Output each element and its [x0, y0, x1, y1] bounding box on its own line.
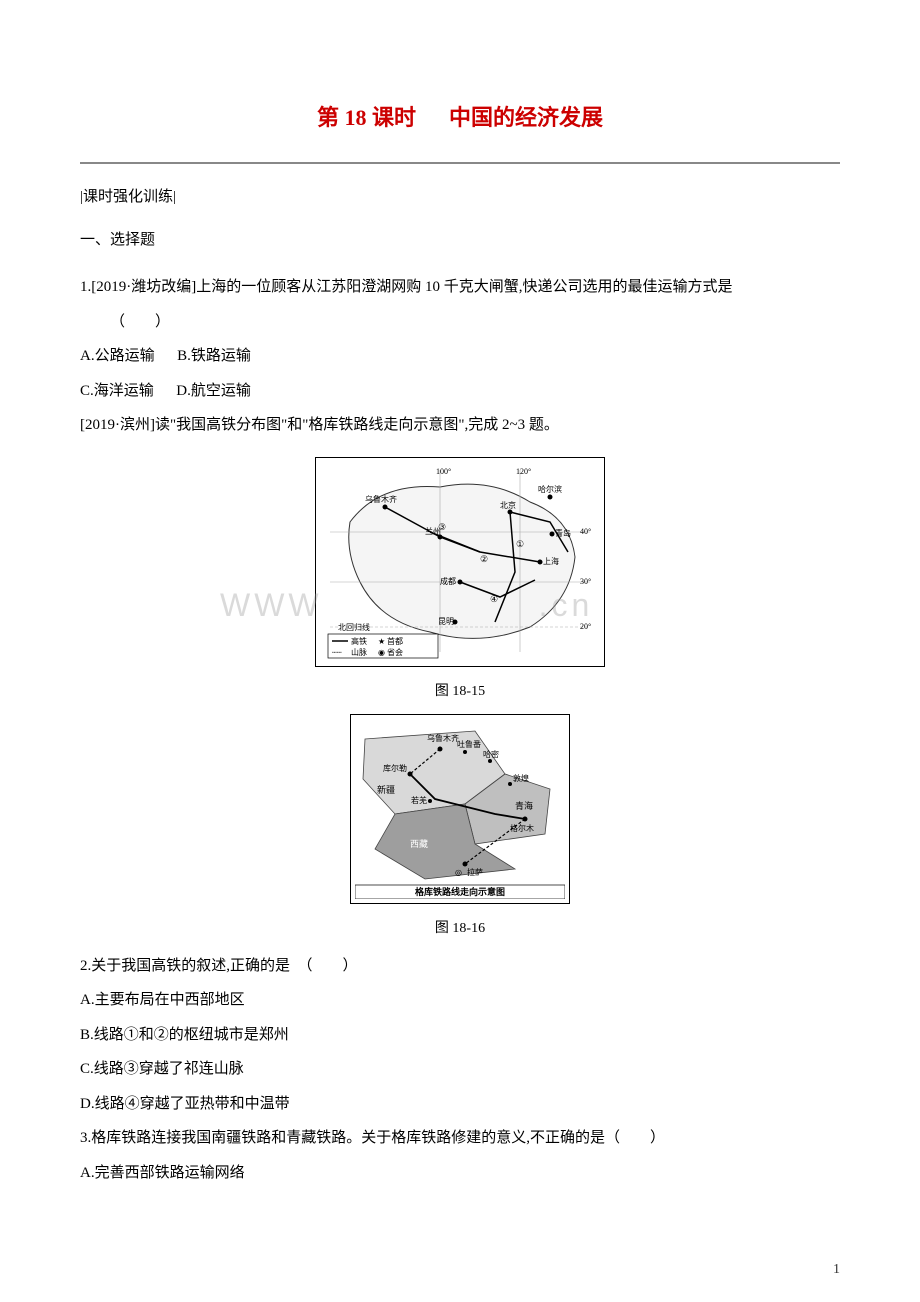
- fig1-label-4: 兰州: [425, 526, 441, 536]
- svg-text:①: ①: [516, 539, 524, 549]
- title-main: 中国的经济发展: [449, 105, 603, 130]
- q2-optC: C.线路③穿越了祁连山脉: [80, 1052, 840, 1087]
- fig1-label-2: 北京: [500, 500, 516, 510]
- q1-stem-text: 1.[2019·潍坊改编]上海的一位顾客从江苏阳澄湖网购 10 千克大闸蟹,快递…: [80, 279, 733, 295]
- q2-optB: B.线路①和②的枢纽城市是郑州: [80, 1018, 840, 1053]
- fig1-label-8: 北回归线: [338, 622, 370, 632]
- svg-text:首都: 首都: [387, 636, 403, 646]
- svg-text:乌鲁木齐: 乌鲁木齐: [427, 733, 459, 743]
- svg-text:◎: ◎: [455, 868, 462, 877]
- fig1-label-1: 哈尔滨: [538, 484, 562, 494]
- svg-text:④: ④: [490, 594, 498, 604]
- q3-optA: A.完善西部铁路运输网络: [80, 1156, 840, 1191]
- svg-text:西藏: 西藏: [410, 838, 428, 849]
- figure-2-box: 乌鲁木齐 吐鲁番 哈密 库尔勒 若羌 敦煌 格尔木 ◎ 拉萨 新疆 青海 西藏 …: [350, 714, 570, 904]
- svg-text:②: ②: [480, 554, 488, 564]
- q1-optB: B.铁路运输: [177, 348, 251, 364]
- svg-text:省会: 省会: [387, 647, 403, 657]
- q1-optC: C.海洋运输: [80, 383, 154, 399]
- q2-optD: D.线路④穿越了亚热带和中温带: [80, 1087, 840, 1122]
- svg-text:30°: 30°: [580, 577, 591, 586]
- q1-optD: D.航空运输: [176, 383, 251, 399]
- q23-intro: [2019·滨州]读"我国高铁分布图"和"格库铁路线走向示意图",完成 2~3 …: [80, 408, 840, 443]
- fig1-label-3: 青岛: [555, 528, 571, 538]
- q2-stem: 2.关于我国高铁的叙述,正确的是 （ ）: [80, 949, 840, 984]
- fig1-label-5: 成都: [440, 576, 456, 586]
- svg-text:山脉: 山脉: [351, 647, 367, 657]
- figure-1-caption: 图 18-15: [80, 680, 840, 700]
- figure-2-block: 乌鲁木齐 吐鲁番 哈密 库尔勒 若羌 敦煌 格尔木 ◎ 拉萨 新疆 青海 西藏 …: [80, 714, 840, 909]
- svg-text:吐鲁番: 吐鲁番: [457, 739, 481, 749]
- svg-text:100°: 100°: [436, 467, 451, 476]
- svg-text:敦煌: 敦煌: [513, 773, 529, 783]
- q3-stem: 3.格库铁路连接我国南疆铁路和青藏铁路。关于格库铁路修建的意义,不正确的是（ ）: [80, 1121, 840, 1156]
- svg-text:格尔木: 格尔木: [510, 823, 534, 833]
- figure-1-svg: ① ② ③ ④ 乌鲁木齐 哈尔滨 北京 青岛 兰州 成都 上海 昆明 北回归线 …: [320, 462, 600, 662]
- q1-optA: A.公路运输: [80, 348, 155, 364]
- q1-options-row1: A.公路运输 B.铁路运输: [80, 339, 840, 374]
- svg-text:青海: 青海: [515, 800, 533, 811]
- page-number: 1: [833, 1262, 840, 1278]
- svg-text:若羌: 若羌: [411, 795, 427, 805]
- svg-text:新疆: 新疆: [377, 784, 395, 795]
- fig1-label-7: 昆明: [438, 617, 454, 626]
- svg-text:20°: 20°: [580, 622, 591, 631]
- q1-options-row2: C.海洋运输 D.航空运输: [80, 374, 840, 409]
- svg-text:◉: ◉: [378, 648, 385, 657]
- svg-text:★: ★: [378, 637, 385, 646]
- divider: [80, 162, 840, 164]
- svg-text:哈密: 哈密: [483, 749, 499, 759]
- fig1-label-6: 上海: [543, 556, 559, 566]
- svg-text:120°: 120°: [516, 467, 531, 476]
- fig1-label-0: 乌鲁木齐: [365, 494, 397, 504]
- q1-stem: 1.[2019·潍坊改编]上海的一位顾客从江苏阳澄湖网购 10 千克大闸蟹,快递…: [80, 270, 840, 305]
- figure-2-svg: 乌鲁木齐 吐鲁番 哈密 库尔勒 若羌 敦煌 格尔木 ◎ 拉萨 新疆 青海 西藏 …: [355, 719, 565, 899]
- q2-optA: A.主要布局在中西部地区: [80, 983, 840, 1018]
- section-header-2: 一、选择题: [80, 227, 840, 254]
- svg-text:拉萨: 拉萨: [467, 867, 483, 877]
- svg-text:高铁: 高铁: [351, 636, 367, 646]
- svg-text:40°: 40°: [580, 527, 591, 536]
- figure-1-block: ① ② ③ ④ 乌鲁木齐 哈尔滨 北京 青岛 兰州 成都 上海 昆明 北回归线 …: [80, 457, 840, 672]
- section-header-1: |课时强化训练|: [80, 184, 840, 211]
- svg-text:格库铁路线走向示意图: 格库铁路线走向示意图: [415, 886, 505, 897]
- q1-blank: （ ）: [80, 305, 840, 340]
- page-title: 第 18 课时 中国的经济发展: [80, 100, 840, 132]
- svg-text:┄┄: ┄┄: [332, 648, 342, 657]
- figure-2-caption: 图 18-16: [80, 917, 840, 937]
- title-prefix: 第 18 课时: [317, 105, 416, 130]
- svg-text:库尔勒: 库尔勒: [383, 763, 407, 773]
- figure-1-box: ① ② ③ ④ 乌鲁木齐 哈尔滨 北京 青岛 兰州 成都 上海 昆明 北回归线 …: [315, 457, 605, 667]
